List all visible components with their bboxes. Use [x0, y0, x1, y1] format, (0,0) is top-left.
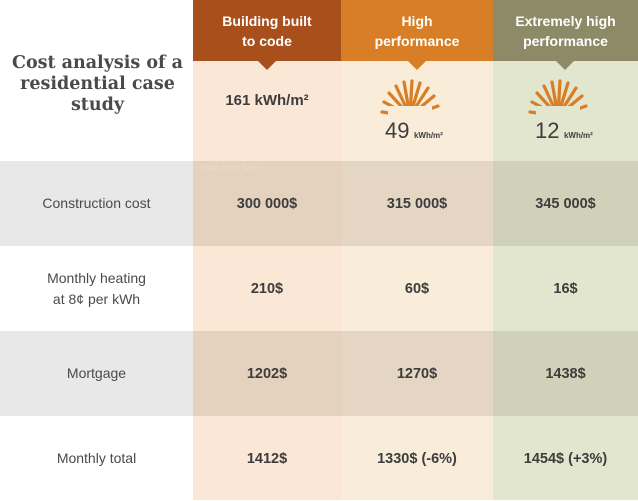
sun-rays-icon [380, 79, 440, 118]
cell-total-extreme: 1454$ (+3%) [523, 450, 608, 467]
row-label-bg-mortgage [0, 331, 193, 416]
row-label-bg-construction [0, 161, 193, 246]
header-pointer [556, 61, 574, 70]
column-header-extreme: Extremely high performance [493, 0, 638, 61]
header-pointer [258, 61, 276, 70]
energy-number: 12 [535, 118, 560, 143]
cell-mortgage-code: 1202$ [246, 365, 288, 382]
cell-construction-high: 315 000$ [386, 195, 448, 212]
sun-rays-icon [528, 79, 588, 118]
watermark-text: Free-form Sun [200, 163, 259, 173]
page-title: Cost analysis of a residential case stud… [12, 53, 183, 115]
column-background-high [341, 0, 493, 500]
column-background-extreme [493, 0, 638, 500]
energy-unit: kWh/m² [563, 131, 593, 140]
energy-value-code: 161 kWh/m² [225, 92, 309, 109]
cell-heating-code: 210$ [250, 280, 284, 297]
row-label-construction: Construction cost [42, 195, 151, 211]
column-background-code [193, 0, 341, 500]
energy-cell-extreme: 12 kWh/m² [493, 78, 638, 158]
energy-cell-high: 49 kWh/m² [341, 78, 493, 158]
column-header-high: High performance [341, 0, 493, 61]
column-header-code: Building built to code [193, 0, 341, 61]
row-label-total: Monthly total [56, 450, 137, 466]
cell-construction-extreme: 345 000$ [535, 195, 596, 212]
energy-value-extreme: 12 kWh/m² [535, 118, 593, 144]
energy-unit: kWh/m² [413, 131, 443, 140]
cell-heating-high: 60$ [404, 280, 430, 297]
energy-number: 49 [385, 118, 410, 143]
cell-mortgage-extreme: 1438$ [545, 365, 586, 382]
cell-total-code: 1412$ [246, 450, 288, 467]
cell-construction-code: 300 000$ [236, 195, 298, 212]
row-label-heating: Monthly heating at 8¢ per kWh [47, 269, 146, 307]
cell-total-high: 1330$ (-6%) [377, 450, 457, 467]
cell-mortgage-high: 1270$ [396, 365, 438, 382]
header-pointer [408, 61, 426, 70]
cell-heating-extreme: 16$ [553, 280, 578, 297]
row-label-mortgage: Mortgage [66, 365, 127, 381]
energy-value-high: 49 kWh/m² [385, 118, 443, 144]
